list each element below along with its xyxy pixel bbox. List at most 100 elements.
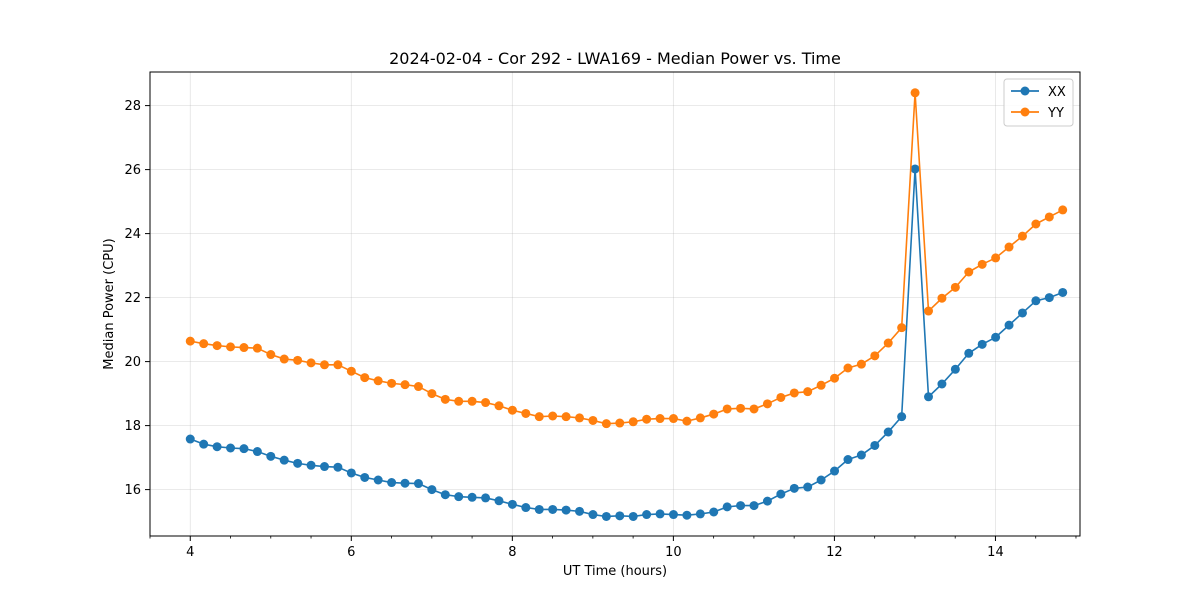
data-point-xx — [561, 505, 571, 515]
data-point-xx — [870, 440, 880, 450]
data-point-yy — [642, 414, 652, 424]
data-point-yy — [373, 376, 383, 386]
data-point-xx — [803, 482, 813, 492]
data-point-xx — [588, 510, 598, 520]
data-point-yy — [668, 414, 678, 424]
y-tick-label: 20 — [124, 355, 141, 370]
data-point-yy — [749, 404, 759, 414]
data-point-xx — [199, 439, 209, 449]
data-point-xx — [481, 493, 491, 503]
data-point-yy — [910, 88, 920, 98]
data-point-xx — [454, 492, 464, 502]
data-point-yy — [964, 267, 974, 277]
data-point-xx — [816, 475, 826, 485]
data-point-yy — [709, 409, 719, 419]
data-point-xx — [1017, 308, 1027, 318]
data-point-yy — [601, 419, 611, 429]
data-point-yy — [977, 259, 987, 269]
data-point-yy — [561, 412, 571, 422]
data-point-yy — [534, 412, 544, 422]
data-point-yy — [924, 306, 933, 316]
legend-marker-xx — [1020, 86, 1030, 96]
data-point-yy — [588, 415, 598, 425]
data-point-yy — [185, 336, 195, 346]
y-tick-label: 24 — [124, 227, 141, 242]
y-tick-label: 26 — [124, 163, 141, 178]
series-layer — [185, 88, 1068, 521]
chart-title: 2024-02-04 - Cor 292 - LWA169 - Median P… — [389, 49, 841, 68]
data-point-yy — [655, 414, 665, 424]
y-tick-label: 22 — [124, 291, 141, 306]
series-xx — [185, 164, 1068, 521]
data-point-xx — [856, 450, 866, 460]
data-point-yy — [776, 392, 786, 402]
x-axis-label: UT Time (hours) — [563, 564, 667, 579]
data-point-yy — [883, 338, 893, 348]
data-point-xx — [226, 443, 236, 453]
data-point-xx — [615, 511, 625, 521]
data-point-xx — [682, 510, 692, 520]
data-point-yy — [870, 351, 880, 361]
data-point-xx — [642, 510, 652, 520]
data-point-xx — [964, 348, 974, 358]
y-tick-label: 28 — [124, 99, 141, 114]
y-axis-label: Median Power (CPU) — [102, 238, 117, 369]
data-point-yy — [293, 355, 303, 365]
data-point-xx — [830, 466, 840, 476]
data-point-yy — [789, 388, 799, 398]
data-point-xx — [548, 504, 558, 514]
data-point-yy — [481, 398, 491, 408]
data-point-xx — [628, 511, 638, 521]
data-point-xx — [360, 472, 370, 482]
data-point-xx — [1004, 320, 1014, 330]
data-point-yy — [1031, 219, 1041, 229]
data-point-yy — [830, 373, 840, 383]
plot-frame — [149, 71, 1081, 537]
data-point-xx — [924, 392, 933, 402]
data-point-xx — [601, 511, 611, 521]
y-tick-label: 16 — [124, 483, 141, 498]
data-point-yy — [400, 380, 410, 390]
data-point-yy — [252, 343, 262, 353]
data-point-yy — [816, 380, 826, 390]
data-point-xx — [843, 455, 853, 465]
data-point-yy — [387, 378, 397, 388]
data-point-xx — [293, 458, 303, 468]
data-point-xx — [440, 490, 450, 500]
legend: XX YY — [1003, 78, 1074, 127]
data-point-xx — [239, 444, 249, 454]
data-point-xx — [252, 447, 262, 457]
data-point-xx — [776, 489, 786, 499]
data-point-xx — [212, 442, 222, 452]
data-point-xx — [373, 475, 383, 485]
data-point-yy — [856, 359, 866, 369]
legend-label-yy: YY — [1047, 106, 1064, 121]
data-point-yy — [682, 416, 692, 426]
data-point-yy — [843, 363, 853, 373]
data-point-yy — [212, 341, 222, 351]
data-point-xx — [279, 455, 289, 465]
data-point-yy — [1017, 231, 1027, 241]
x-tick-label: 10 — [665, 545, 682, 560]
data-point-yy — [937, 293, 947, 303]
data-point-yy — [548, 411, 558, 421]
data-point-yy — [1044, 212, 1054, 222]
legend-marker-yy — [1020, 107, 1030, 117]
data-point-xx — [346, 468, 356, 478]
data-point-yy — [521, 408, 531, 418]
data-point-xx — [306, 460, 316, 470]
data-point-yy — [762, 399, 772, 409]
x-tick-label: 6 — [347, 545, 355, 560]
data-point-xx — [387, 478, 397, 488]
data-point-xx — [1044, 293, 1054, 303]
data-point-xx — [695, 509, 705, 519]
data-point-xx — [333, 462, 343, 472]
x-tick-label: 8 — [508, 545, 516, 560]
data-point-xx — [897, 412, 907, 422]
data-point-yy — [897, 323, 907, 333]
data-point-xx — [883, 427, 893, 437]
data-point-xx — [266, 451, 276, 461]
data-point-xx — [991, 332, 1001, 342]
data-point-yy — [575, 413, 585, 423]
